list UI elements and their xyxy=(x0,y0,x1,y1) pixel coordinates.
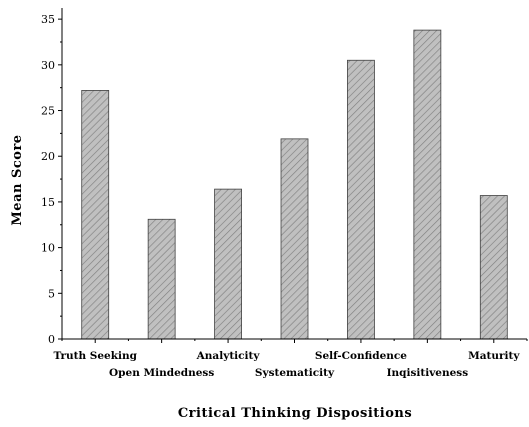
y-tick-label: 35 xyxy=(41,13,55,26)
y-tick-label: 0 xyxy=(48,333,55,346)
x-tick-label: Open Mindedness xyxy=(109,367,214,379)
axes-group xyxy=(58,8,528,343)
y-tick-label: 10 xyxy=(41,242,55,255)
bar-systematicity xyxy=(280,138,309,340)
y-tick-label: 5 xyxy=(48,287,55,300)
x-tick-label: Analyticity xyxy=(196,350,261,362)
x-axis-title: Critical Thinking Dispositions xyxy=(178,406,412,421)
bar-truth-seeking xyxy=(81,90,110,340)
y-tick-label: 20 xyxy=(41,150,55,163)
x-tick-label: Systematicity xyxy=(255,367,335,379)
bar-open-mindedness xyxy=(147,218,176,340)
x-tick-label: Maturity xyxy=(468,350,520,362)
x-tick-label: Self-Confidence xyxy=(315,350,407,362)
labels-group: Truth Seeking Open Mindedness Analyticity S… xyxy=(41,13,520,379)
y-tick-label: 25 xyxy=(41,105,55,118)
bar-self-confidence xyxy=(347,59,375,340)
x-tick-label: Inqisitiveness xyxy=(387,367,469,379)
y-tick-label: 15 xyxy=(41,196,55,209)
bar-inqisitiveness xyxy=(413,29,442,340)
bar-analyticity xyxy=(214,188,242,340)
y-tick-label: 30 xyxy=(41,59,55,72)
bars-group xyxy=(81,29,508,340)
y-axis-title: Mean Score xyxy=(10,134,25,225)
bar-maturity xyxy=(479,195,508,340)
x-tick-label: Truth Seeking xyxy=(53,350,137,362)
